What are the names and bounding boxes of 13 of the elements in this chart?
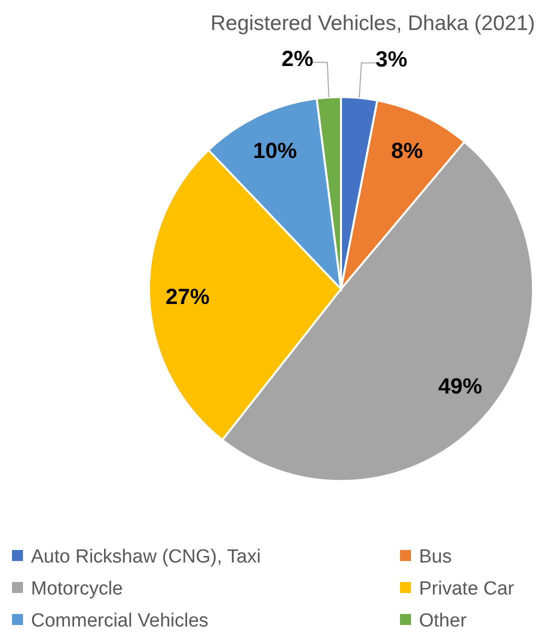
data-label: 8% [391,138,423,164]
legend-label: Motorcycle [31,578,123,600]
data-label: 10% [252,138,298,164]
data-label: 3% [376,46,408,72]
legend-label: Commercial Vehicles [31,610,208,632]
legend-label: Bus [419,546,452,568]
legend-label: Private Car [419,578,515,600]
legend-label: Other [419,610,468,632]
data-label: 49% [438,374,482,399]
data-label: 27% [166,284,210,310]
chart-title: Registered Vehicles, Dhaka (2021) [210,12,535,35]
legend-label: Auto Rickshaw (CNG), Taxi [31,546,261,568]
data-label: 2% [281,46,314,72]
